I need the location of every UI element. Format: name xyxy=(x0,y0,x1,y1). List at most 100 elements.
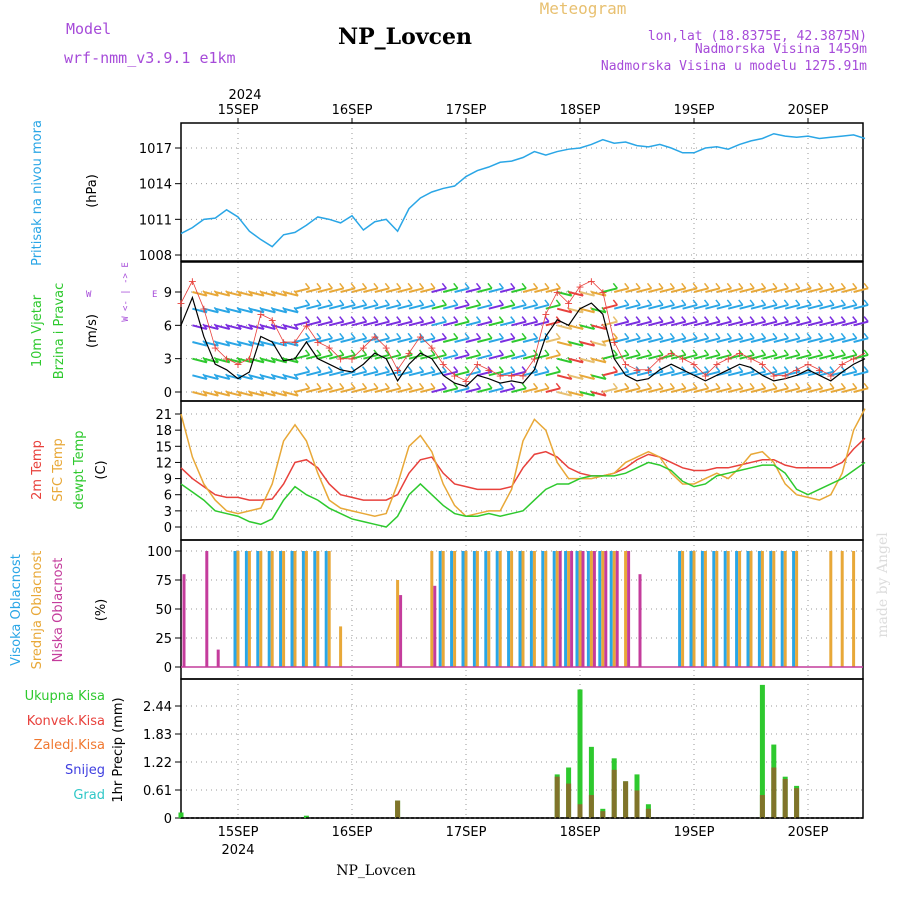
wind-barb xyxy=(499,303,515,310)
wind-barb-flag xyxy=(521,316,527,323)
wind-barb-flag xyxy=(795,282,801,289)
wind-barb xyxy=(306,387,322,393)
wind-barb-flag xyxy=(453,366,459,373)
wind-barb xyxy=(431,353,447,360)
wind-barb xyxy=(511,387,527,393)
wind-barb-flag xyxy=(669,316,675,323)
wind-barb-flag xyxy=(350,299,356,306)
y-tick-label: 100 xyxy=(147,545,172,560)
wind-barb-flag xyxy=(384,349,390,356)
wind-barb xyxy=(340,303,356,310)
wind-barb xyxy=(773,303,789,310)
wind-barb-flag xyxy=(772,382,778,389)
wind-barb xyxy=(853,353,869,360)
wind-barb-flag xyxy=(453,299,459,306)
wind-barb xyxy=(773,320,789,327)
wind-barb xyxy=(317,387,333,393)
wind-barb xyxy=(260,307,276,314)
wind-barb xyxy=(408,370,424,377)
wind-barb xyxy=(203,374,219,381)
wind-barb xyxy=(591,374,607,381)
wind-barb-flag xyxy=(738,282,744,289)
wind-barb-flag xyxy=(715,332,721,339)
cloud-bar-high_cloud xyxy=(689,551,693,667)
wind-barb-flag xyxy=(863,282,869,289)
wind-barb-flag xyxy=(304,299,311,306)
wind-barb xyxy=(693,387,709,393)
cloud-bar-high_cloud xyxy=(438,551,442,667)
wind-barb xyxy=(499,353,515,360)
wind-barb xyxy=(819,303,835,310)
wind-barb xyxy=(351,337,367,343)
cloud-bar-mid_cloud xyxy=(555,551,559,667)
wind-barb xyxy=(431,387,447,393)
wind-barb xyxy=(705,387,721,393)
wind-barb xyxy=(454,387,470,393)
wind-barb-flag xyxy=(316,316,322,323)
wind-barb-flag xyxy=(555,366,561,373)
wind-barb-flag xyxy=(464,332,470,339)
gust-marker: + xyxy=(496,369,505,382)
wind-unit: (m/s) xyxy=(85,314,100,348)
wind-barb xyxy=(807,353,823,360)
wind-barb-flag xyxy=(624,349,630,356)
wind-barb-flag xyxy=(532,316,539,323)
bottom-year-label: 2024 xyxy=(221,843,254,858)
wind-barb-flag xyxy=(339,282,345,289)
wind-compass-e: E xyxy=(152,290,157,300)
wind-barb xyxy=(556,324,572,331)
cloud-bar-mid_cloud xyxy=(247,551,251,667)
wind-barb xyxy=(841,320,857,327)
cloud-bar-mid_cloud xyxy=(282,551,286,667)
wind-barb-flag xyxy=(418,299,425,306)
wind-barb-flag xyxy=(441,316,447,323)
wind-barb xyxy=(488,320,504,327)
cloud-bar-high_cloud xyxy=(301,551,305,667)
precip-bar-conv xyxy=(645,808,651,818)
wind-barb-flag xyxy=(510,349,516,356)
wind-barbs xyxy=(192,282,869,397)
wind-barb xyxy=(807,387,823,393)
y-tick-label: 0 xyxy=(164,812,172,827)
wind-barb-flag xyxy=(817,299,824,306)
wind-barb xyxy=(659,353,675,360)
gust-marker: + xyxy=(735,347,744,360)
wind-barb xyxy=(249,307,265,314)
gust-marker: + xyxy=(815,364,824,377)
wind-barb xyxy=(465,337,481,343)
panel-pressure: 1008 1011 1014 1017 xyxy=(139,122,864,264)
wind-barb-flag xyxy=(703,366,710,373)
wind-barb-flag xyxy=(327,299,333,306)
mid-cloud-label: Srednja Oblacnost xyxy=(30,551,45,670)
wind-barb-flag xyxy=(829,282,835,289)
wind-barb xyxy=(659,337,675,343)
wind-barb xyxy=(499,370,515,377)
temp-line-sfc xyxy=(180,408,866,518)
wind-barb-flag xyxy=(430,349,436,356)
wind-barb-flag xyxy=(430,332,436,339)
cloud-bar-mid_cloud xyxy=(783,551,787,667)
cloud-bar-high_cloud xyxy=(723,551,727,667)
wind-barb-flag xyxy=(453,332,459,339)
wind-barb xyxy=(317,320,333,327)
wind-barb-flag xyxy=(407,316,413,323)
cloud-bar-mid_cloud xyxy=(624,551,628,667)
cloud-bar-low_cloud xyxy=(399,595,403,667)
wind-barb-flag xyxy=(749,316,755,323)
gust-marker: + xyxy=(313,336,322,349)
wind-barb xyxy=(807,337,823,343)
wind-barb-flag xyxy=(464,366,470,373)
precip-bars xyxy=(178,684,863,819)
wind-barb xyxy=(351,370,367,377)
wind-barb xyxy=(260,291,276,297)
wind-barb xyxy=(283,291,299,297)
wind-barb xyxy=(762,353,778,360)
wind-barb xyxy=(442,353,458,360)
wind-barb xyxy=(579,357,595,364)
top-date-label: 18SEP xyxy=(560,103,601,118)
wind-barb-flag xyxy=(703,332,710,339)
wind-barb xyxy=(351,287,367,293)
wind-barb-flag xyxy=(475,349,482,356)
model-altitude-label: Nadmorska Visina u modelu 1275.91m xyxy=(601,59,867,74)
wind-barb xyxy=(682,387,698,393)
